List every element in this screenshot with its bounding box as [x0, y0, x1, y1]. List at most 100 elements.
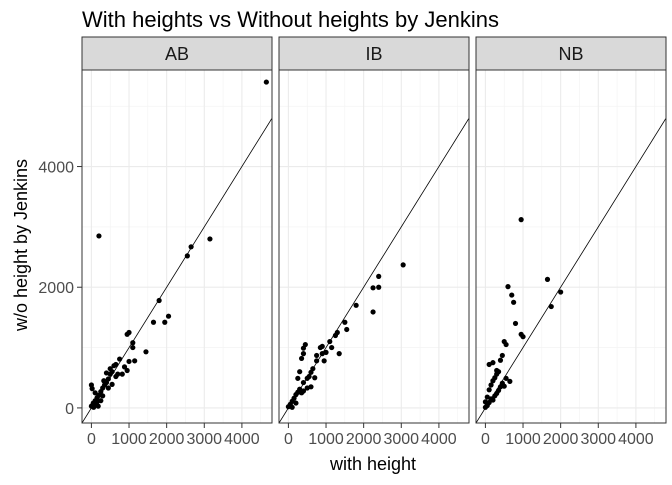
panel-border	[475, 69, 667, 424]
data-point	[376, 273, 382, 279]
panel-border	[278, 69, 470, 424]
data-point	[156, 297, 162, 304]
data-point	[117, 356, 123, 362]
x-tick-label: 1000	[111, 431, 147, 448]
data-point	[207, 236, 213, 242]
data-point	[298, 355, 305, 362]
data-point	[342, 319, 348, 325]
data-point	[507, 378, 513, 384]
x-tick-label: 2000	[346, 431, 382, 448]
data-point	[512, 320, 519, 327]
data-point	[119, 371, 125, 377]
data-point	[490, 378, 496, 384]
data-point	[520, 334, 526, 340]
panel-ib: IB 0 1000 2000 3000 4000	[278, 36, 470, 448]
facet-strip	[475, 36, 667, 71]
data-point	[289, 404, 295, 410]
data-point	[317, 344, 323, 351]
data-point	[298, 390, 305, 396]
data-point	[370, 309, 376, 315]
x-tick-label: 3000	[186, 431, 222, 448]
data-point	[300, 379, 307, 386]
x-tick-label: 2000	[543, 431, 579, 448]
data-point	[312, 375, 318, 381]
facet-strip	[81, 36, 273, 71]
data-point	[100, 393, 106, 399]
data-point	[499, 352, 505, 359]
facet-strip	[278, 36, 470, 71]
data-point	[314, 358, 320, 364]
facet-label: NB	[558, 44, 583, 64]
x-tick-label: 0	[87, 431, 96, 448]
data-point	[101, 378, 107, 384]
data-point	[548, 303, 554, 310]
data-point	[558, 289, 564, 295]
data-point	[111, 363, 117, 369]
x-tick-label: 4000	[224, 431, 260, 448]
data-point	[482, 404, 489, 410]
data-point	[95, 403, 101, 409]
data-point	[124, 367, 130, 374]
data-point	[306, 373, 312, 380]
data-point	[376, 284, 382, 290]
data-point	[184, 253, 190, 259]
data-point	[344, 326, 350, 333]
data-point	[295, 375, 301, 381]
data-point	[109, 381, 115, 387]
data-point	[105, 385, 111, 391]
facet-label: IB	[365, 44, 382, 64]
panel-border	[81, 69, 273, 424]
data-point	[505, 284, 511, 290]
x-tick-label: 1000	[308, 431, 344, 448]
data-point	[353, 302, 359, 308]
data-point	[370, 285, 376, 291]
x-tick-label: 3000	[383, 431, 419, 448]
data-point	[497, 357, 504, 363]
panel-background	[279, 70, 469, 423]
data-point	[544, 276, 551, 282]
data-point	[329, 344, 335, 351]
data-point	[494, 390, 500, 397]
x-tick-label: 2000	[149, 431, 185, 448]
panel-background	[476, 70, 666, 423]
data-point	[501, 338, 507, 345]
data-point	[300, 345, 307, 351]
data-point	[130, 340, 136, 346]
data-point	[150, 319, 157, 325]
x-tick-label: 1000	[505, 431, 541, 448]
reference-line	[476, 118, 666, 423]
data-point	[336, 351, 342, 357]
data-point	[494, 367, 500, 374]
x-tick-label: 0	[481, 431, 490, 448]
data-point	[511, 299, 517, 305]
chart-title: With heights vs Without heights by Jenki…	[82, 7, 499, 32]
x-tick-label: 0	[284, 431, 293, 448]
data-point	[143, 349, 149, 355]
data-point	[486, 387, 492, 393]
data-point	[132, 358, 138, 364]
data-point	[490, 360, 496, 366]
data-point	[107, 366, 113, 372]
data-point	[91, 404, 97, 410]
data-point	[327, 338, 333, 345]
y-tick-label: 2000	[38, 280, 74, 297]
x-axis-title: with height	[329, 454, 416, 474]
data-point	[126, 358, 132, 365]
data-point	[96, 233, 102, 239]
data-point	[509, 292, 515, 298]
data-point	[124, 331, 130, 337]
facet-label: AB	[165, 44, 189, 64]
data-point	[89, 386, 95, 392]
y-tick-label: 4000	[38, 160, 74, 177]
data-point	[490, 397, 496, 403]
data-point	[165, 313, 172, 319]
data-point	[334, 329, 340, 336]
data-point	[518, 217, 524, 223]
data-point	[98, 398, 104, 404]
data-point	[503, 375, 509, 381]
data-point	[501, 383, 507, 389]
data-point	[488, 382, 494, 388]
data-point	[263, 79, 269, 85]
data-point	[293, 400, 299, 406]
